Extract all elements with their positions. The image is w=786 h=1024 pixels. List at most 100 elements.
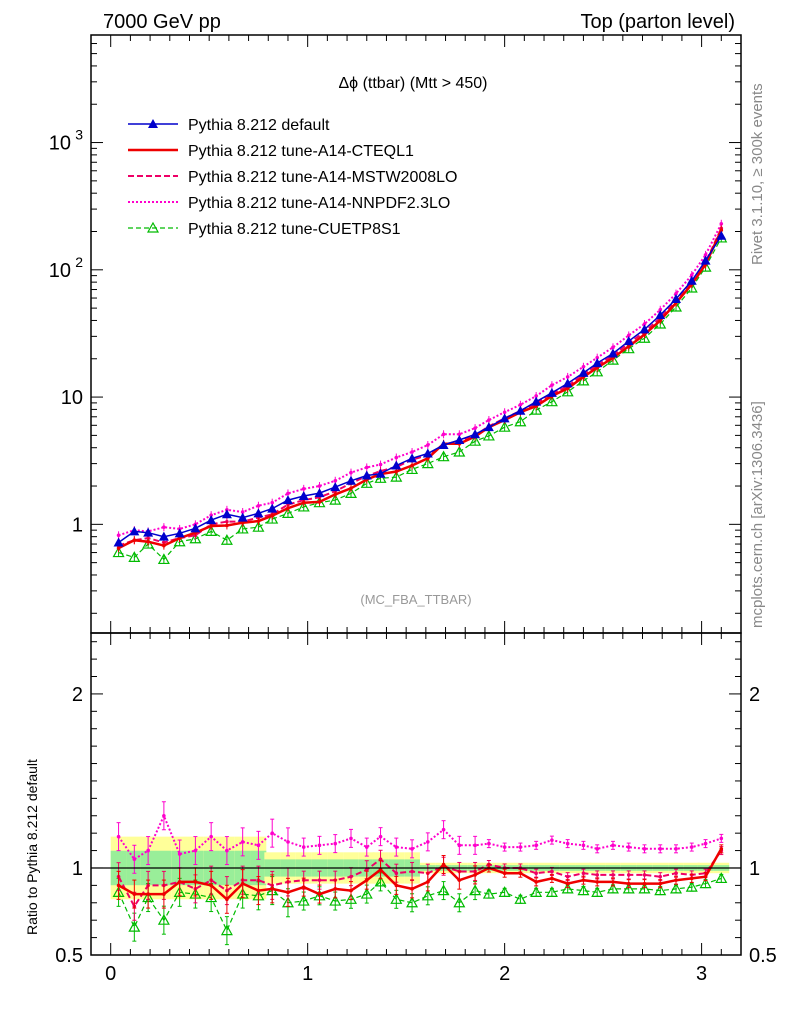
data-point-pythia-8-212-tune-a14-nnpdf2-3lo [674,291,678,296]
data-point-pythia-8-212-tune-cuetp8s1 [469,434,482,446]
data-point-pythia-8-212-tune-a14-nnpdf2-3lo [626,333,631,338]
data-point-pythia-8-212-tune-a14-nnpdf2-3lo [394,455,399,460]
ratio-point-pythia-8-212-tune-a14-cteql1 [565,881,570,886]
ratio-point-pythia-8-212-tune-cuetp8s1 [654,884,667,896]
ratio-point-pythia-8-212-tune-a14-cteql1 [502,871,507,875]
ratio-y-tick-label: 2 [72,684,83,706]
x-tick-label: 2 [499,963,510,985]
data-point-pythia-8-212-tune-cuetp8s1 [453,445,466,457]
ratio-point-pythia-8-212-tune-a14-cteql1 [441,862,446,867]
ratio-y-axis-label: Ratio to Pythia 8.212 default [24,759,40,935]
ratio-y-tick-label: 1 [72,858,83,880]
y-tick-label-exponent: 2 [75,254,83,270]
ratio-point-pythia-8-212-tune-cuetp8s1 [577,884,590,896]
ratio-point-pythia-8-212-tune-cuetp8s1 [297,894,310,906]
data-point-pythia-8-212-tune-cuetp8s1 [220,533,233,545]
ratio-point-pythia-8-212-tune-a14-nnpdf2-3lo [256,843,261,848]
data-point-pythia-8-212-default [422,448,433,458]
series-line-pythia-8-212-tune-a14-nnpdf2-3lo [118,223,723,537]
ratio-point-pythia-8-212-tune-a14-cteql1 [378,867,383,872]
ratio-line-pythia-8-212-tune-a14-mstw2008lo [117,850,723,909]
data-point-pythia-8-212-tune-a14-cteql1 [209,524,213,528]
ratio-point-pythia-8-212-tune-cuetp8s1 [606,882,619,894]
ratio-point-pythia-8-212-tune-cuetp8s1 [699,877,712,889]
ratio-point-pythia-8-212-tune-a14-nnpdf2-3lo [534,843,538,848]
data-point-pythia-8-212-tune-a14-nnpdf2-3lo [565,375,570,379]
data-point-pythia-8-212-default [158,531,169,541]
ratio-point-pythia-8-212-tune-a14-nnpdf2-3lo [719,836,724,841]
ratio-point-pythia-8-212-tune-a14-nnpdf2-3lo [441,827,446,832]
data-point-pythia-8-212-tune-a14-cteql1 [642,332,647,337]
ratio-point-pythia-8-212-tune-cuetp8s1 [329,894,342,906]
ratio-point-pythia-8-212-tune-a14-cteql1 [349,888,353,893]
data-point-pythia-8-212-tune-cuetp8s1 [128,551,141,562]
ratio-point-pythia-8-212-tune-a14-cteql1 [256,888,261,893]
legend-label: Pythia 8.212 tune-A14-MSTW2008LO [188,169,457,186]
data-point-pythia-8-212-tune-a14-nnpdf2-3lo [270,500,275,505]
data-point-pythia-8-212-tune-a14-nnpdf2-3lo [286,491,290,496]
y-tick-label: 10 [49,260,71,282]
data-point-pythia-8-212-default [375,468,386,478]
data-point-pythia-8-212-tune-a14-cteql1 [240,520,245,525]
data-point-pythia-8-212-default [361,470,372,480]
data-point-pythia-8-212-tune-cuetp8s1 [297,500,310,512]
ratio-point-pythia-8-212-tune-a14-cteql1 [209,883,213,888]
ratio-point-pythia-8-212-tune-a14-cteql1 [177,880,182,884]
ratio-point-pythia-8-212-tune-a14-mstw2008lo [595,873,600,877]
series-line-pythia-8-212-tune-cuetp8s1 [118,237,722,561]
data-point-pythia-8-212-tune-a14-nnpdf2-3lo [240,510,245,514]
ratio-point-pythia-8-212-tune-a14-mstw2008lo [317,878,322,882]
ratio-point-pythia-8-212-tune-cuetp8s1 [360,887,373,899]
data-point-pythia-8-212-default [483,422,494,432]
data-point-pythia-8-212-default [314,488,325,498]
ratio-point-pythia-8-212-tune-a14-cteql1 [225,897,229,902]
ratio-point-pythia-8-212-tune-a14-nnpdf2-3lo [703,841,708,846]
ratio-point-pythia-8-212-tune-a14-mstw2008lo [642,873,647,877]
ratio-point-pythia-8-212-tune-a14-nnpdf2-3lo [518,845,523,849]
data-point-pythia-8-212-tune-cuetp8s1 [173,535,186,547]
data-point-pythia-8-212-tune-a14-cteql1 [333,492,338,497]
data-point-pythia-8-212-default [499,413,510,423]
legend: Pythia 8.212 default Pythia 8.212 tune-A1… [128,117,457,238]
mcplots-label: mcplots.cern.ch [arXiv:1306.3436] [749,401,766,628]
data-point-pythia-8-212-tune-a14-cteql1 [719,228,724,232]
ratio-point-pythia-8-212-tune-a14-cteql1 [240,881,245,886]
ratio-point-pythia-8-212-tune-cuetp8s1 [482,887,495,899]
ratio-point-pythia-8-212-tune-a14-cteql1 [642,881,647,886]
ratio-point-pythia-8-212-tune-a14-nnpdf2-3lo [550,838,554,842]
data-point-pythia-8-212-tune-a14-cteql1 [626,344,631,349]
ratio-point-pythia-8-212-tune-cuetp8s1 [638,882,651,894]
data-point-pythia-8-212-tune-cuetp8s1 [266,512,279,524]
ratio-point-pythia-8-212-tune-a14-mstw2008lo [378,857,383,862]
ratio-point-pythia-8-212-tune-cuetp8s1 [374,875,387,887]
data-point-pythia-8-212-tune-a14-cteql1 [270,513,275,518]
data-point-pythia-8-212-tune-a14-nnpdf2-3lo [441,432,446,437]
ratio-point-pythia-8-212-tune-a14-cteql1 [270,887,275,891]
ratio-point-pythia-8-212-tune-a14-nnpdf2-3lo [177,852,182,856]
ratio-point-pythia-8-212-tune-a14-nnpdf2-3lo [394,845,399,849]
data-point-pythia-8-212-tune-a14-cteql1 [658,318,663,323]
ratio-y-tick-label: 0.5 [55,945,83,967]
ratio-point-pythia-8-212-tune-a14-mstw2008lo [626,873,631,877]
ratio-point-pythia-8-212-tune-a14-cteql1 [581,878,586,882]
ratio-point-pythia-8-212-tune-cuetp8s1 [344,893,358,904]
data-point-pythia-8-212-tune-a14-cteql1 [256,519,261,523]
data-point-pythia-8-212-tune-a14-cteql1 [225,523,229,528]
data-point-pythia-8-212-default [470,429,481,439]
ratio-point-pythia-8-212-tune-a14-nnpdf2-3lo [240,840,245,844]
data-point-pythia-8-212-default [686,275,697,285]
data-point-pythia-8-212-tune-cuetp8s1 [360,477,373,488]
data-point-pythia-8-212-tune-cuetp8s1 [437,450,450,462]
ratio-point-pythia-8-212-tune-a14-cteql1 [611,880,615,884]
ratio-point-pythia-8-212-tune-a14-nnpdf2-3lo [595,847,600,851]
ratio-point-pythia-8-212-tune-a14-nnpdf2-3lo [565,841,570,846]
ratio-point-pythia-8-212-tune-a14-cteql1 [674,878,678,882]
ratio-point-pythia-8-212-tune-a14-nnpdf2-3lo [626,845,631,849]
ratio-point-pythia-8-212-tune-a14-cteql1 [146,892,150,896]
data-point-pythia-8-212-default [143,527,154,537]
data-point-pythia-8-212-tune-cuetp8s1 [561,385,574,397]
data-point-pythia-8-212-tune-cuetp8s1 [329,493,342,505]
ratio-point-pythia-8-212-tune-a14-nnpdf2-3lo [611,843,615,848]
ratio-line-pythia-8-212-tune-a14-cteql1 [117,848,723,902]
legend-label: Pythia 8.212 tune-A14-CTEQL1 [188,143,414,160]
